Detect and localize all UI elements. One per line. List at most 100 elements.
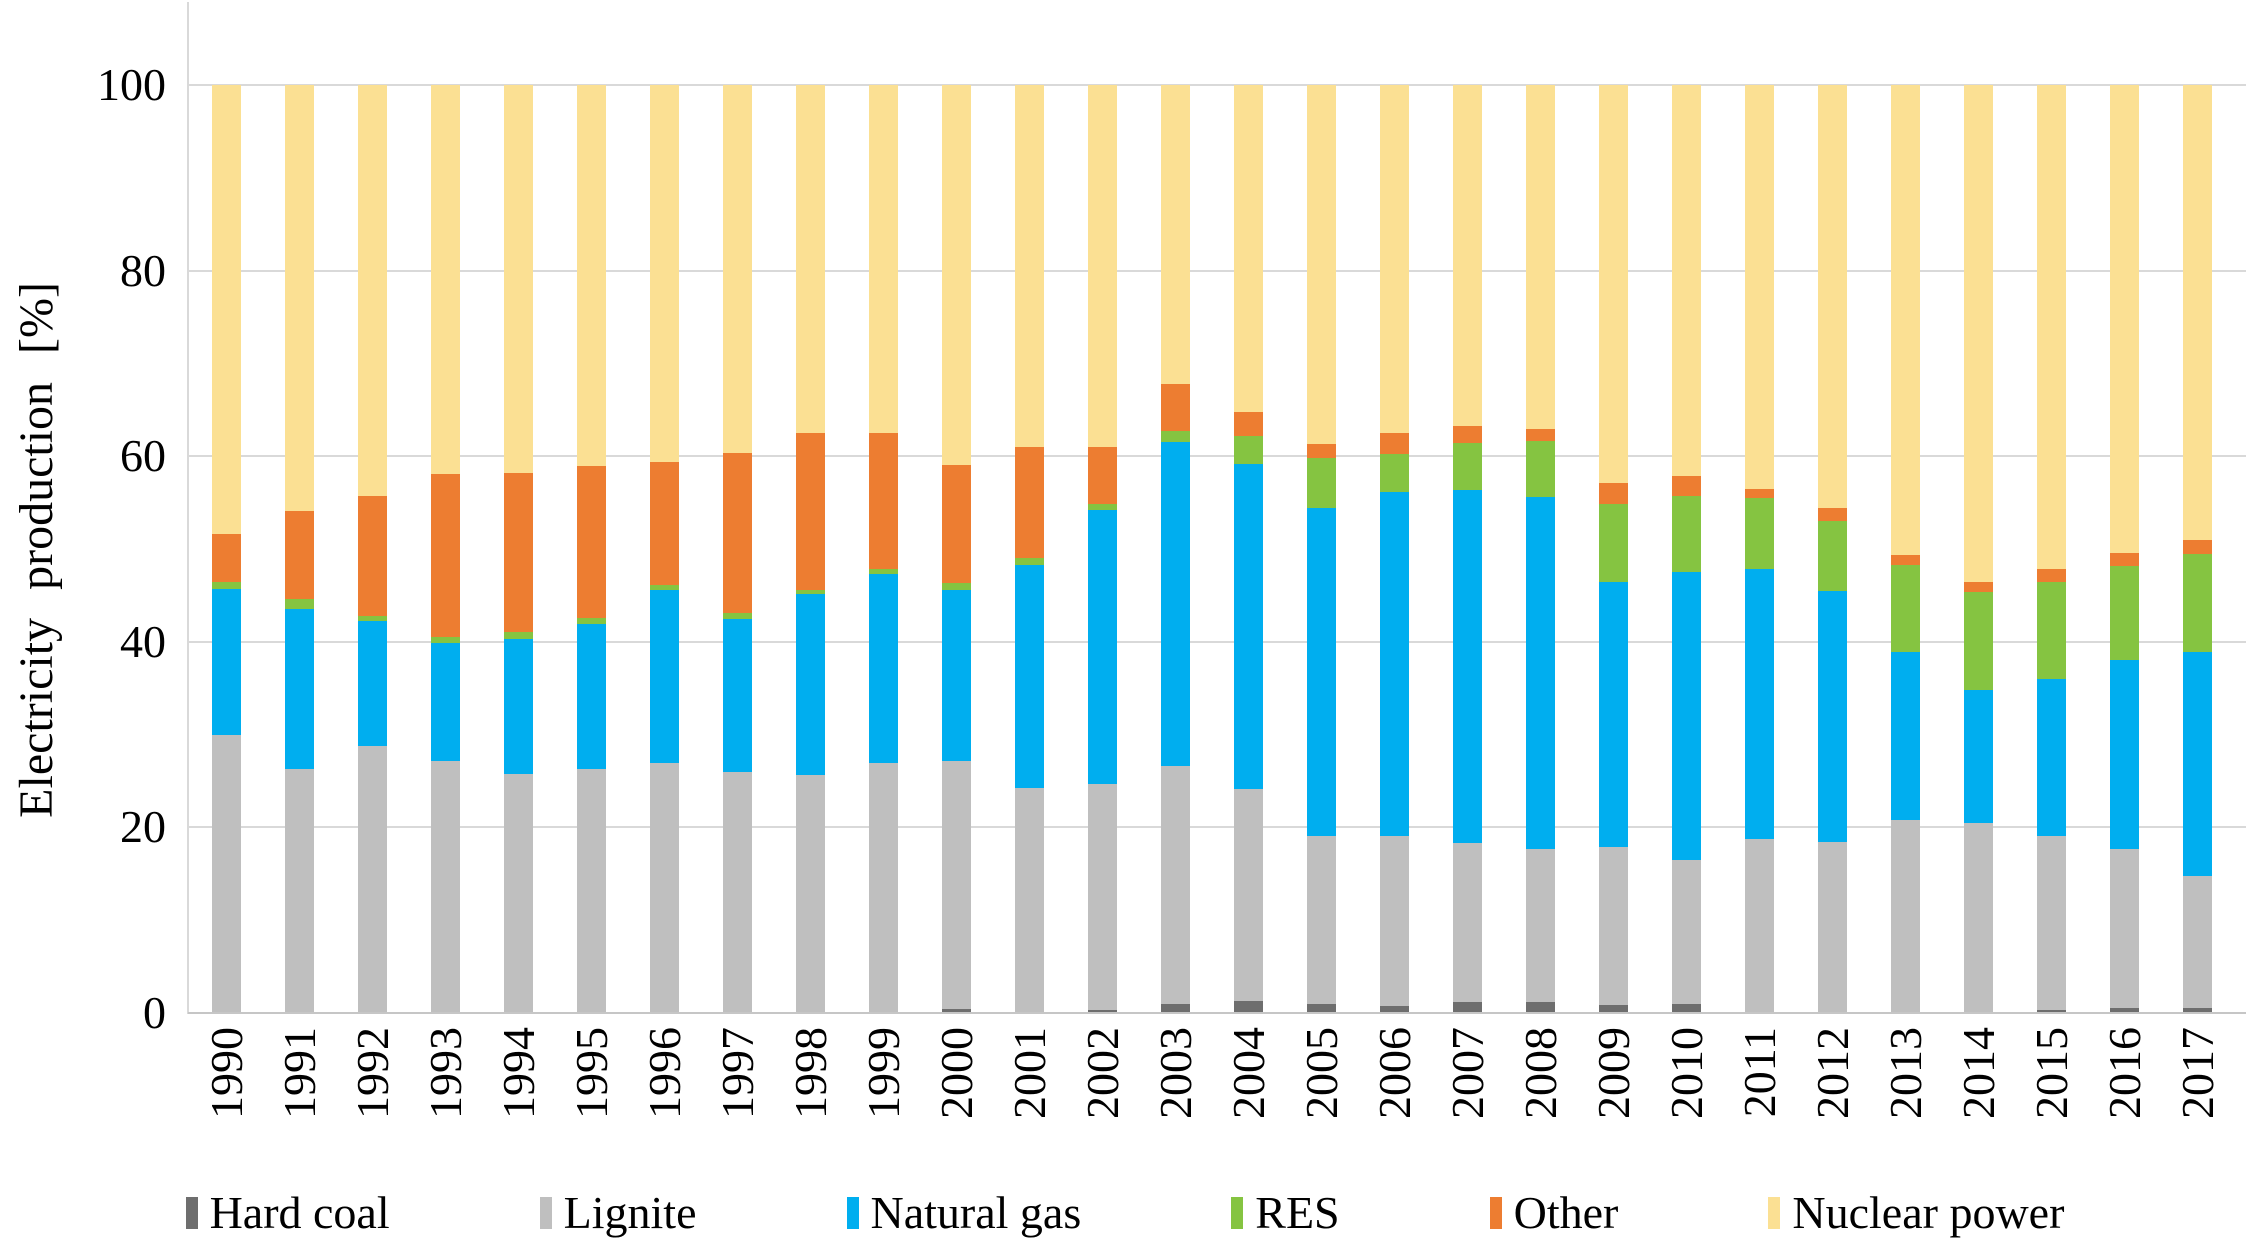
segment-other-1994 bbox=[503, 472, 534, 632]
x-tick-label-2016: 2016 bbox=[2098, 1027, 2150, 1119]
segment-nuclear-power-1990 bbox=[211, 85, 242, 535]
segment-natural-gas-2005 bbox=[1306, 508, 1337, 836]
segment-res-2010 bbox=[1671, 496, 1702, 573]
gridline-80 bbox=[188, 269, 2246, 272]
y-tick-label-80: 80 bbox=[120, 244, 166, 296]
segment-nuclear-power-2002 bbox=[1087, 85, 1118, 447]
segment-res-2009 bbox=[1598, 504, 1629, 582]
x-tick-slot-1993: 1993 bbox=[409, 1027, 482, 1177]
segment-other-2016 bbox=[2109, 552, 2140, 566]
x-tick-label-2015: 2015 bbox=[2025, 1027, 2077, 1119]
segment-other-2000 bbox=[941, 464, 972, 584]
stacked-bar-2011 bbox=[1744, 85, 1775, 1013]
segment-lignite-1993 bbox=[430, 760, 461, 1013]
bar-slot-1997 bbox=[701, 85, 774, 1013]
bar-slot-2014 bbox=[1942, 85, 2015, 1013]
segment-res-2005 bbox=[1306, 458, 1337, 509]
bar-slot-2006 bbox=[1358, 85, 1431, 1013]
segment-hard-coal-2017 bbox=[2182, 1008, 2213, 1013]
y-axis-title: Electricity production [%] bbox=[6, 220, 66, 880]
bar-slot-1990 bbox=[190, 85, 263, 1013]
x-tick-slot-1995: 1995 bbox=[555, 1027, 628, 1177]
segment-nuclear-power-2015 bbox=[2036, 85, 2067, 570]
x-tick-label-2009: 2009 bbox=[1587, 1027, 1639, 1119]
legend-label-other: Other bbox=[1513, 1187, 1619, 1238]
x-tick-slot-1996: 1996 bbox=[628, 1027, 701, 1177]
x-tick-label-1992: 1992 bbox=[346, 1027, 398, 1119]
segment-nuclear-power-1996 bbox=[649, 85, 680, 462]
legend-swatch-nuclear-power bbox=[1768, 1197, 1781, 1229]
segment-lignite-2010 bbox=[1671, 859, 1702, 1004]
segment-hard-coal-2004 bbox=[1233, 1000, 1264, 1013]
bar-slot-2009 bbox=[1577, 85, 1650, 1013]
bar-slot-2015 bbox=[2015, 85, 2088, 1013]
x-tick-label-2017: 2017 bbox=[2171, 1027, 2223, 1119]
bar-slot-2004 bbox=[1212, 85, 1285, 1013]
segment-other-1999 bbox=[868, 433, 899, 570]
segment-other-1997 bbox=[722, 452, 753, 614]
segment-natural-gas-1995 bbox=[576, 624, 607, 769]
segment-nuclear-power-2017 bbox=[2182, 85, 2213, 540]
stacked-bar-1996 bbox=[649, 85, 680, 1013]
legend-label-hard-coal: Hard coal bbox=[209, 1187, 390, 1238]
legend-item-nuclear-power: Nuclear power bbox=[1768, 1189, 2064, 1237]
bar-slot-1999 bbox=[847, 85, 920, 1013]
segment-natural-gas-1999 bbox=[868, 574, 899, 764]
stacked-bar-1998 bbox=[795, 85, 826, 1013]
bar-slot-2013 bbox=[1869, 85, 1942, 1013]
segment-lignite-2015 bbox=[2036, 835, 2067, 1011]
segment-lignite-2003 bbox=[1160, 766, 1191, 1004]
bar-slot-1994 bbox=[482, 85, 555, 1013]
segment-other-2017 bbox=[2182, 539, 2213, 554]
segment-other-1991 bbox=[284, 510, 315, 600]
x-tick-slot-2006: 2006 bbox=[1358, 1027, 1431, 1177]
stacked-bar-1991 bbox=[284, 85, 315, 1013]
bar-slot-2016 bbox=[2088, 85, 2161, 1013]
segment-nuclear-power-1991 bbox=[284, 85, 315, 511]
stacked-bar-1995 bbox=[576, 85, 607, 1013]
segment-res-1994 bbox=[503, 631, 534, 640]
segment-natural-gas-2013 bbox=[1890, 652, 1921, 820]
segment-lignite-2016 bbox=[2109, 848, 2140, 1009]
x-tick-label-1993: 1993 bbox=[419, 1027, 471, 1119]
segment-res-1998 bbox=[795, 589, 826, 595]
legend-item-hard-coal: Hard coal bbox=[185, 1187, 390, 1238]
x-tick-slot-2015: 2015 bbox=[2015, 1027, 2088, 1177]
x-tick-label-2007: 2007 bbox=[1441, 1027, 1493, 1119]
stacked-bar-2000 bbox=[941, 85, 972, 1013]
stacked-bar-2009 bbox=[1598, 85, 1629, 1013]
segment-lignite-2000 bbox=[941, 760, 972, 1010]
segment-res-2012 bbox=[1817, 521, 1848, 591]
segment-other-1995 bbox=[576, 466, 607, 618]
segment-lignite-2005 bbox=[1306, 835, 1337, 1004]
segment-nuclear-power-2008 bbox=[1525, 85, 1556, 430]
segment-lignite-1996 bbox=[649, 763, 680, 1013]
x-tick-slot-2013: 2013 bbox=[1869, 1027, 1942, 1177]
bar-slot-1996 bbox=[628, 85, 701, 1013]
gridline-100 bbox=[188, 84, 2246, 86]
segment-res-1992 bbox=[357, 615, 388, 622]
segment-lignite-1992 bbox=[357, 745, 388, 1013]
segment-lignite-2006 bbox=[1379, 835, 1410, 1006]
stacked-bar-2013 bbox=[1890, 85, 1921, 1013]
x-tick-slot-1997: 1997 bbox=[701, 1027, 774, 1177]
segment-natural-gas-2017 bbox=[2182, 652, 2213, 876]
segment-nuclear-power-2012 bbox=[1817, 85, 1848, 509]
segment-other-2013 bbox=[1890, 554, 1921, 565]
segment-nuclear-power-2010 bbox=[1671, 85, 1702, 476]
bar-slot-1995 bbox=[555, 85, 628, 1013]
x-tick-label-2000: 2000 bbox=[930, 1027, 982, 1119]
segment-res-2001 bbox=[1014, 558, 1045, 565]
legend-swatch-lignite bbox=[539, 1197, 552, 1229]
segment-res-1995 bbox=[576, 617, 607, 625]
segment-res-2013 bbox=[1890, 564, 1921, 653]
segment-nuclear-power-1995 bbox=[576, 85, 607, 467]
x-tick-slot-2008: 2008 bbox=[1504, 1027, 1577, 1177]
x-tick-slot-2000: 2000 bbox=[920, 1027, 993, 1177]
segment-res-1997 bbox=[722, 613, 753, 619]
bar-slot-2007 bbox=[1431, 85, 1504, 1013]
x-tick-label-1998: 1998 bbox=[784, 1027, 836, 1119]
segment-lignite-1997 bbox=[722, 771, 753, 1013]
legend-label-lignite: Lignite bbox=[563, 1187, 697, 1238]
segment-natural-gas-1998 bbox=[795, 594, 826, 775]
